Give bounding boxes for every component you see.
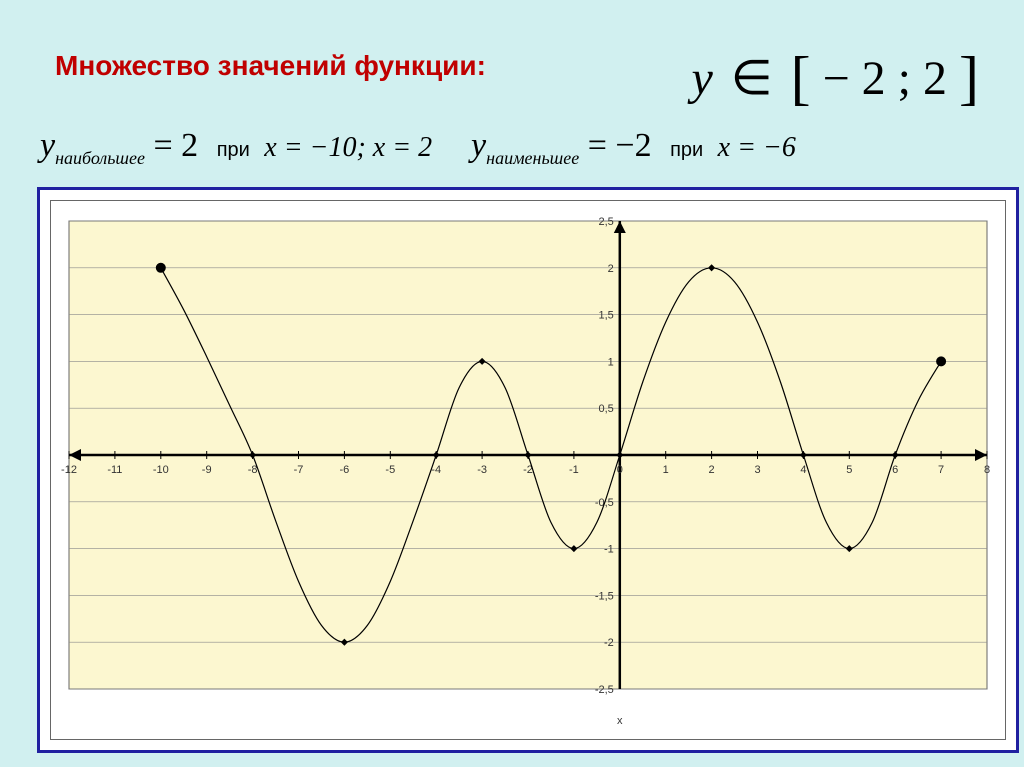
svg-text:-1: -1 bbox=[569, 464, 579, 476]
svg-text:-1,5: -1,5 bbox=[595, 590, 614, 602]
ymin-val: = −2 bbox=[588, 127, 652, 164]
ymin-var: y bbox=[471, 127, 486, 164]
svg-text:5: 5 bbox=[846, 464, 852, 476]
svg-text:0,5: 0,5 bbox=[599, 403, 614, 415]
range-expression: y ∈ [ − 2 ; 2 ] bbox=[691, 40, 979, 109]
ymax-val: = 2 bbox=[154, 127, 199, 164]
ymin-expr: yнаименьшее = −2 bbox=[471, 127, 660, 164]
svg-text:-7: -7 bbox=[294, 464, 304, 476]
function-chart: -12-11-10-9-8-7-6-5-4-3-2-1012345678-2,5… bbox=[51, 201, 1005, 739]
svg-text:0: 0 bbox=[617, 464, 623, 476]
bracket-close: ] bbox=[959, 45, 979, 111]
xmax-cond: x = −10; x = 2 bbox=[264, 132, 432, 163]
svg-text:2: 2 bbox=[709, 464, 715, 476]
svg-text:1,5: 1,5 bbox=[599, 310, 614, 322]
svg-text:1: 1 bbox=[663, 464, 669, 476]
ymin-sub: наименьшее bbox=[486, 148, 579, 168]
extrema-line: yнаибольшее = 2 при x = −10; x = 2 yнаим… bbox=[40, 127, 1010, 177]
svg-text:-9: -9 bbox=[202, 464, 212, 476]
ymax-var: y bbox=[40, 127, 55, 164]
bracket-open: [ bbox=[791, 45, 811, 111]
svg-text:7: 7 bbox=[938, 464, 944, 476]
svg-text:-5: -5 bbox=[385, 464, 395, 476]
ymax-expr: yнаибольшее = 2 bbox=[40, 127, 207, 164]
svg-text:-12: -12 bbox=[61, 464, 77, 476]
svg-text:-3: -3 bbox=[477, 464, 487, 476]
svg-text:6: 6 bbox=[892, 464, 898, 476]
svg-text:2,5: 2,5 bbox=[599, 216, 614, 228]
range-in: ∈ bbox=[731, 52, 773, 105]
svg-text:-2: -2 bbox=[604, 637, 614, 649]
chart-frame: -12-11-10-9-8-7-6-5-4-3-2-1012345678-2,5… bbox=[37, 187, 1019, 753]
slide: Множество значений функции: y ∈ [ − 2 ; … bbox=[15, 15, 1009, 752]
svg-text:-6: -6 bbox=[340, 464, 350, 476]
svg-text:-11: -11 bbox=[107, 464, 122, 476]
pri-1: при bbox=[217, 139, 250, 161]
svg-text:-10: -10 bbox=[153, 464, 169, 476]
xmin-cond: x = −6 bbox=[718, 132, 796, 163]
svg-text:3: 3 bbox=[754, 464, 760, 476]
svg-text:x: x bbox=[617, 715, 623, 727]
svg-text:-2,5: -2,5 bbox=[595, 684, 614, 696]
svg-text:8: 8 bbox=[984, 464, 990, 476]
chart-inner: -12-11-10-9-8-7-6-5-4-3-2-1012345678-2,5… bbox=[50, 200, 1006, 740]
pri-2: при bbox=[670, 139, 703, 161]
svg-text:-1: -1 bbox=[604, 544, 614, 556]
range-b: 2 bbox=[923, 52, 947, 105]
svg-text:2: 2 bbox=[608, 263, 614, 275]
svg-text:-8: -8 bbox=[248, 464, 258, 476]
range-var: y bbox=[691, 52, 712, 105]
ymax-sub: наибольшее bbox=[55, 148, 145, 168]
svg-text:4: 4 bbox=[800, 464, 806, 476]
page-title: Множество значений функции: bbox=[55, 50, 486, 82]
range-a: − 2 bbox=[823, 52, 886, 105]
svg-text:1: 1 bbox=[608, 356, 614, 368]
range-sep: ; bbox=[898, 52, 911, 105]
